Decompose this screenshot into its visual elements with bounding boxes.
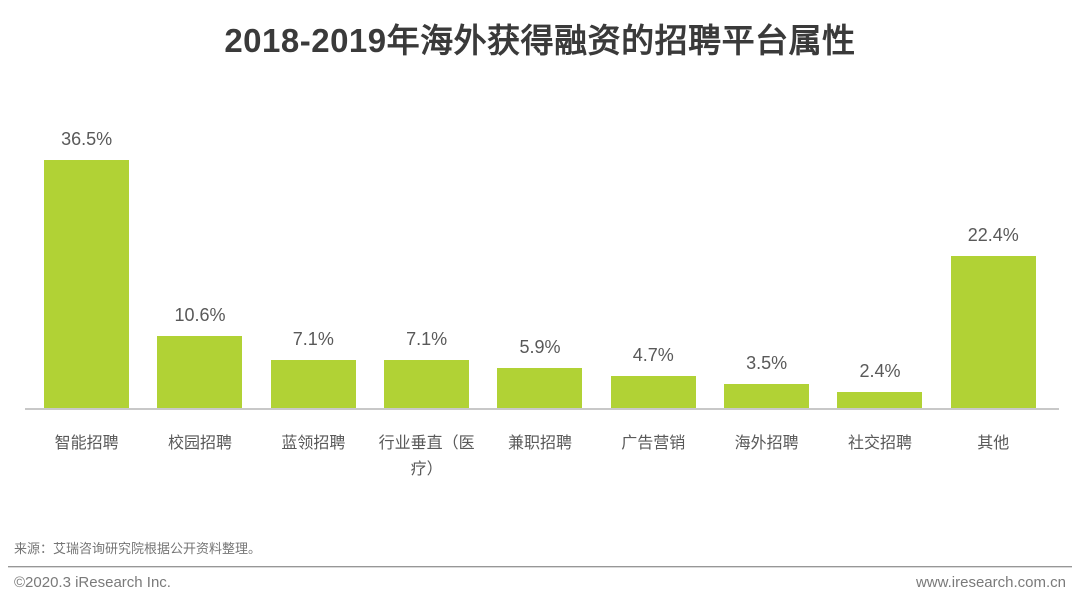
bar-value-label: 3.5% xyxy=(746,353,788,373)
category-label: 海外招聘 xyxy=(734,435,799,452)
bar xyxy=(950,256,1036,408)
bar xyxy=(497,368,583,408)
x-axis-line xyxy=(25,408,1059,410)
bar-slot: 7.1% xyxy=(257,110,370,408)
bar xyxy=(724,384,810,408)
bar-slot: 2.4% xyxy=(823,110,936,408)
bar xyxy=(157,336,243,408)
bar-value-label: 36.5% xyxy=(61,129,113,149)
bar xyxy=(270,360,356,408)
bar-value-label: 7.1% xyxy=(406,329,448,349)
category-label: 社交招聘 xyxy=(847,435,912,452)
category-label: 校园招聘 xyxy=(167,435,232,452)
category-label: 广告营销 xyxy=(621,435,686,452)
bar-value-label: 2.4% xyxy=(859,361,901,381)
bar-slot: 5.9% xyxy=(483,110,596,408)
category-label: 智能招聘 xyxy=(54,435,119,452)
bar-value-label: 10.6% xyxy=(174,305,226,325)
bar-value-label: 22.4% xyxy=(967,225,1019,245)
source-note: 来源：艾瑞咨询研究院根据公开资料整理。 xyxy=(14,541,262,556)
footer-divider xyxy=(8,566,1072,568)
bar xyxy=(837,392,923,408)
bar xyxy=(384,360,470,408)
bar-slot: 7.1% xyxy=(370,110,483,408)
category-labels-row: 智能招聘 校园招聘 蓝领招聘 行业垂直（医疗） 兼职招聘 广告营销 海外招聘 社交招聘 其他 xyxy=(30,431,1050,484)
bar-slot: 36.5% xyxy=(30,110,143,408)
category-label: 蓝领招聘 xyxy=(281,435,346,452)
category-label: 兼职招聘 xyxy=(507,435,572,452)
bar xyxy=(44,160,130,408)
category-label: 其他 xyxy=(977,435,1010,452)
category-label: 行业垂直（医疗） xyxy=(378,435,475,479)
bar-slot: 10.6% xyxy=(143,110,256,408)
bar-slot: 22.4% xyxy=(937,110,1050,408)
bar-value-label: 5.9% xyxy=(519,337,561,357)
bars-row: 36.5% 10.6% 7.1% 7.1% 5.9% 4.7% 3.5% 2.4% 22.4% xyxy=(30,110,1050,408)
bar-slot: 3.5% xyxy=(710,110,823,408)
bar-value-label: 4.7% xyxy=(632,345,674,365)
chart-title: 2018-2019年海外获得融资的招聘平台属性 xyxy=(224,22,856,59)
bar-slot: 4.7% xyxy=(597,110,710,408)
bar-value-label: 7.1% xyxy=(292,329,334,349)
bar xyxy=(610,376,696,408)
footer-copyright: ©2020.3 iResearch Inc. xyxy=(14,574,171,591)
footer-website-link[interactable]: www.iresearch.com.cn xyxy=(915,574,1066,591)
